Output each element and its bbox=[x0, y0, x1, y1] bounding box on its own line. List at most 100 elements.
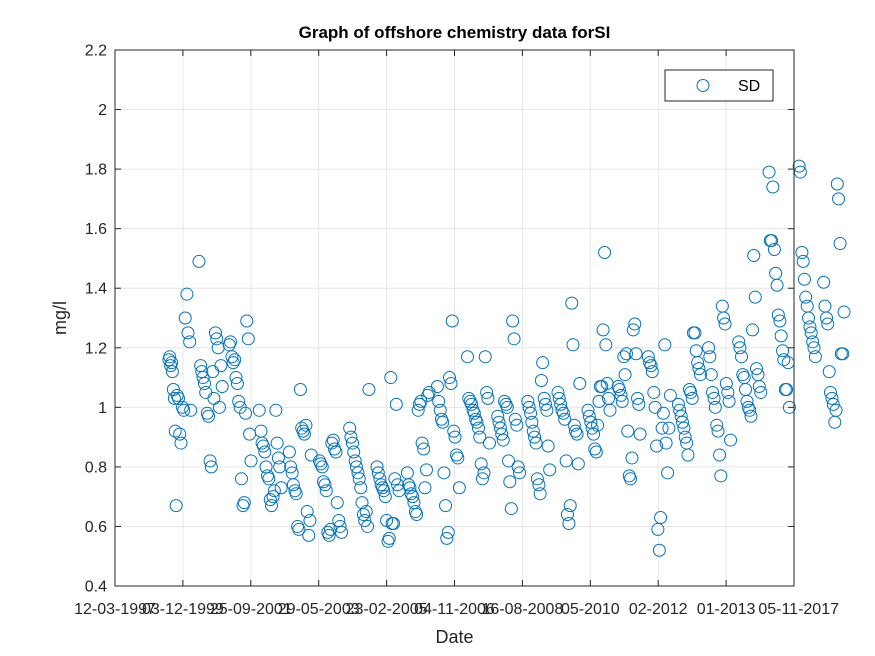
data-point bbox=[560, 508, 574, 522]
data-point bbox=[629, 347, 643, 361]
data-point bbox=[685, 391, 699, 405]
data-point bbox=[692, 362, 706, 376]
data-point bbox=[792, 159, 806, 173]
data-point bbox=[714, 469, 728, 483]
data-point bbox=[808, 350, 822, 364]
data-point bbox=[384, 371, 398, 385]
data-point bbox=[559, 454, 573, 468]
data-point bbox=[678, 430, 692, 444]
data-point bbox=[167, 391, 181, 405]
data-point bbox=[795, 245, 809, 259]
data-point bbox=[183, 335, 197, 349]
data-point bbox=[335, 525, 349, 539]
data-point bbox=[263, 493, 277, 507]
data-point bbox=[202, 409, 216, 423]
data-point bbox=[192, 254, 206, 268]
data-point bbox=[732, 335, 746, 349]
data-point bbox=[226, 356, 240, 370]
data-point bbox=[197, 377, 211, 391]
data-point bbox=[500, 400, 514, 414]
data-point bbox=[412, 397, 426, 411]
data-point bbox=[645, 365, 659, 379]
data-point bbox=[163, 350, 177, 364]
data-point bbox=[382, 531, 396, 545]
x-tick-label: 25-09-2001 bbox=[210, 601, 292, 618]
data-point bbox=[348, 454, 362, 468]
data-point bbox=[647, 385, 661, 399]
data-point bbox=[766, 180, 780, 194]
data-point bbox=[543, 463, 557, 477]
data-point bbox=[196, 371, 210, 385]
data-point bbox=[555, 403, 569, 417]
data-point bbox=[215, 379, 229, 393]
data-point bbox=[266, 490, 280, 504]
data-point bbox=[271, 451, 285, 465]
data-point bbox=[358, 513, 372, 527]
data-point bbox=[717, 311, 731, 325]
data-point bbox=[295, 421, 309, 435]
y-tick-label: 2.2 bbox=[85, 43, 107, 60]
data-point bbox=[703, 350, 717, 364]
data-point bbox=[837, 305, 851, 319]
data-point bbox=[506, 314, 520, 328]
data-point bbox=[659, 436, 673, 450]
data-point bbox=[292, 522, 306, 536]
data-point bbox=[581, 403, 595, 417]
data-point bbox=[259, 460, 273, 474]
data-point bbox=[589, 445, 603, 459]
data-point bbox=[410, 508, 424, 522]
data-point bbox=[797, 272, 811, 286]
data-point bbox=[234, 472, 248, 486]
data-point bbox=[265, 499, 279, 513]
data-point bbox=[443, 371, 456, 385]
data-point bbox=[817, 275, 831, 289]
data-point bbox=[508, 412, 522, 426]
data-point bbox=[740, 394, 754, 408]
data-point bbox=[558, 412, 572, 426]
data-point bbox=[389, 397, 403, 411]
y-tick-label: 1.2 bbox=[85, 340, 107, 357]
data-point bbox=[325, 436, 339, 450]
data-point bbox=[626, 323, 640, 337]
data-point bbox=[820, 311, 833, 325]
data-points bbox=[162, 159, 851, 557]
legend-label: SD bbox=[738, 78, 760, 95]
data-point bbox=[333, 519, 347, 533]
data-point bbox=[356, 508, 370, 522]
data-point bbox=[208, 326, 222, 340]
data-point bbox=[481, 391, 495, 405]
data-point bbox=[688, 326, 702, 340]
data-point bbox=[598, 245, 612, 259]
data-point bbox=[225, 350, 239, 364]
axis-ticks bbox=[114, 49, 795, 587]
x-tick-label: 05-11-2017 bbox=[758, 601, 839, 618]
data-point bbox=[441, 525, 455, 539]
legend-marker-icon bbox=[696, 79, 710, 92]
data-point bbox=[801, 311, 815, 325]
y-tick-label: 1 bbox=[98, 400, 107, 417]
data-point bbox=[619, 347, 633, 361]
data-point bbox=[361, 519, 374, 533]
y-tick-label: 0.8 bbox=[85, 459, 107, 476]
data-point bbox=[567, 418, 581, 432]
data-point bbox=[177, 403, 191, 417]
data-point bbox=[411, 403, 425, 417]
data-point bbox=[540, 403, 554, 417]
data-point bbox=[316, 475, 330, 489]
data-point bbox=[203, 454, 217, 468]
data-point bbox=[573, 377, 587, 391]
data-point bbox=[747, 248, 761, 262]
data-point bbox=[765, 234, 779, 248]
data-point bbox=[478, 350, 492, 364]
data-point bbox=[822, 365, 836, 379]
data-point bbox=[329, 445, 343, 459]
data-point bbox=[377, 484, 391, 498]
y-tick-label: 1.8 bbox=[85, 162, 107, 179]
data-point bbox=[362, 382, 376, 396]
x-tick-label: 03-12-1999 bbox=[142, 601, 224, 618]
x-axis-label: Date bbox=[435, 627, 473, 647]
y-axis-label: mg/l bbox=[50, 301, 70, 335]
data-point bbox=[445, 314, 459, 328]
data-point bbox=[436, 415, 450, 429]
data-point bbox=[493, 421, 507, 435]
